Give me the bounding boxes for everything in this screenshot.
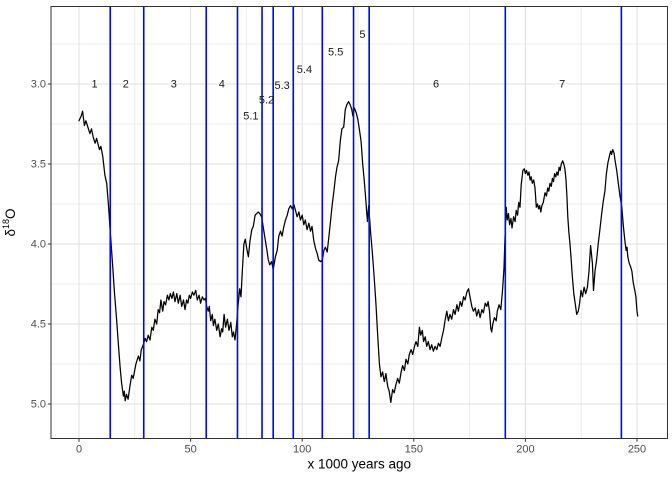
y-tick-label: 5.0 bbox=[31, 399, 46, 411]
stage-label: 5 bbox=[359, 29, 365, 41]
x-axis-title: x 1000 years ago bbox=[307, 457, 411, 472]
x-tick-label: 250 bbox=[628, 444, 646, 456]
x-tick-label: 50 bbox=[184, 444, 196, 456]
stage-label: 3 bbox=[171, 79, 177, 91]
x-tick-label: 0 bbox=[76, 444, 82, 456]
stage-label: 4 bbox=[219, 79, 225, 91]
x-tick-label: 100 bbox=[293, 444, 311, 456]
y-axis-title: δ18O bbox=[1, 208, 18, 236]
stage-label: 5.1 bbox=[243, 111, 258, 123]
isotope-curve bbox=[78, 100, 639, 404]
stage-label: 5.5 bbox=[328, 47, 343, 59]
stage-label: 5.4 bbox=[297, 64, 312, 76]
x-tick-label: 200 bbox=[516, 444, 534, 456]
stage-label: 5.2 bbox=[259, 95, 274, 107]
stage-label: 7 bbox=[559, 79, 565, 91]
stage-label: 1 bbox=[92, 79, 98, 91]
y-tick-label: 4.0 bbox=[31, 239, 46, 251]
stage-label: 2 bbox=[123, 79, 129, 91]
x-tick-label: 150 bbox=[405, 444, 423, 456]
panel-border bbox=[50, 6, 668, 439]
stage-label: 6 bbox=[433, 79, 439, 91]
y-tick-label: 4.5 bbox=[31, 319, 46, 331]
y-tick-label: 3.0 bbox=[31, 79, 46, 91]
y-tick-label: 3.5 bbox=[31, 159, 46, 171]
stage-label: 5.3 bbox=[274, 80, 289, 92]
